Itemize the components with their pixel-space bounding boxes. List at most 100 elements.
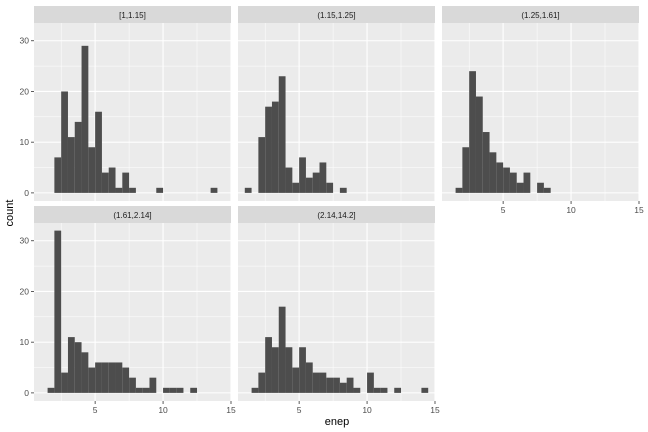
histogram-bar xyxy=(101,362,109,393)
y-tick-label: 0 xyxy=(24,388,29,398)
histogram-bar xyxy=(312,372,320,393)
histogram-bar xyxy=(135,387,143,393)
histogram-bar xyxy=(292,367,300,393)
histogram-bar xyxy=(67,137,75,193)
histogram-bar xyxy=(115,187,123,193)
x-tick-label: 5 xyxy=(297,405,302,415)
panel-background xyxy=(34,223,231,401)
histogram-bar xyxy=(496,162,504,193)
histogram-bar xyxy=(265,106,272,193)
histogram-bar xyxy=(319,162,327,193)
facet-strip xyxy=(34,6,231,23)
x-tick-label: 5 xyxy=(501,205,506,215)
histogram-bar xyxy=(271,347,279,393)
histogram-bar xyxy=(489,152,497,193)
histogram-bar xyxy=(333,377,340,393)
histogram-bar xyxy=(380,387,388,393)
histogram-bar xyxy=(115,362,123,393)
histogram-bar xyxy=(271,101,279,193)
histogram-bar xyxy=(108,362,116,393)
facet-strip xyxy=(238,6,435,23)
x-tick-label: 10 xyxy=(362,405,372,415)
histogram-bar xyxy=(305,362,313,393)
histogram-bar xyxy=(129,377,136,393)
x-tick-label: 5 xyxy=(93,405,98,415)
histogram-bar xyxy=(61,91,68,193)
histogram-bar xyxy=(129,187,136,193)
histogram-bar xyxy=(81,352,89,393)
y-tick-label: 0 xyxy=(24,188,29,198)
histogram-bar xyxy=(101,172,109,193)
histogram-bar xyxy=(516,182,524,193)
histogram-bar xyxy=(509,172,517,193)
facet-panel: (2.14,14.2] 5 10 15 xyxy=(238,206,440,415)
facet-panels: [1,1.15] 0 10 20 30 (1.15,1.25] (1.25,1.61] 5 10… xyxy=(20,6,644,415)
histogram-bar xyxy=(122,367,130,393)
histogram-bar xyxy=(475,96,483,193)
histogram-bar xyxy=(176,387,184,393)
histogram-bar xyxy=(285,347,293,393)
histogram-bar xyxy=(88,147,96,193)
facet-strip xyxy=(34,206,231,223)
histogram-bar xyxy=(278,306,286,393)
histogram-bar xyxy=(251,387,259,393)
facet-strip-label: (2.14,14.2] xyxy=(317,211,355,220)
histogram-bar xyxy=(278,76,286,193)
histogram-bar xyxy=(373,387,381,393)
histogram-bar xyxy=(543,187,551,193)
y-tick-label: 20 xyxy=(20,286,30,296)
histogram-bar xyxy=(469,71,476,193)
x-axis-title: enep xyxy=(325,416,349,428)
x-tick-label: 10 xyxy=(158,405,168,415)
y-tick-label: 10 xyxy=(20,137,30,147)
histogram-bar xyxy=(503,167,510,193)
histogram-bar xyxy=(61,372,68,393)
y-tick-label: 20 xyxy=(20,86,30,96)
histogram-bar xyxy=(421,387,429,393)
x-tick-label: 15 xyxy=(226,405,236,415)
histogram-bar xyxy=(258,137,266,193)
histogram-bar xyxy=(537,182,544,193)
histogram-bar xyxy=(305,177,313,193)
histogram-bar xyxy=(47,387,55,393)
histogram-bar xyxy=(462,147,470,193)
histogram-bar xyxy=(156,187,164,193)
y-tick-label: 30 xyxy=(20,236,30,246)
y-axis-title: count xyxy=(4,200,16,227)
histogram-bar xyxy=(210,187,218,193)
histogram-bar xyxy=(292,182,300,193)
histogram-bar xyxy=(312,172,320,193)
facet-panel: [1,1.15] 0 10 20 30 xyxy=(20,6,232,201)
histogram-bar xyxy=(319,372,327,393)
histogram-bar xyxy=(299,157,306,193)
histogram-bar xyxy=(67,337,75,393)
histogram-bar xyxy=(258,372,266,393)
facet-strip xyxy=(442,6,639,23)
facet-strip-label: (1.15,1.25] xyxy=(317,11,355,20)
histogram-bar xyxy=(169,387,177,393)
histogram-bar xyxy=(523,172,531,193)
histogram-bar xyxy=(95,111,102,193)
facet-strip-label: (1.25,1.61] xyxy=(521,11,559,20)
histogram-bar xyxy=(394,387,402,393)
histogram-bar xyxy=(149,377,157,393)
histogram-bar xyxy=(88,367,96,393)
histogram-bar xyxy=(95,362,102,393)
histogram-bar xyxy=(265,337,272,393)
histogram-bar xyxy=(455,187,463,193)
facet-panel: (1.15,1.25] xyxy=(238,6,436,201)
histogram-bar xyxy=(122,172,130,193)
histogram-bar xyxy=(367,372,374,393)
histogram-bar xyxy=(142,387,150,393)
y-tick-label: 10 xyxy=(20,337,30,347)
facet-strip-label: [1,1.15] xyxy=(119,11,146,20)
histogram-bar xyxy=(163,387,170,393)
histogram-bar xyxy=(244,187,252,193)
x-tick-label: 15 xyxy=(634,205,644,215)
facet-panel: (1.25,1.61] 5 10 15 xyxy=(442,6,644,215)
histogram-bar xyxy=(326,377,334,393)
histogram-bar xyxy=(339,382,347,393)
histogram-bar xyxy=(54,230,62,393)
histogram-bar xyxy=(74,121,82,193)
